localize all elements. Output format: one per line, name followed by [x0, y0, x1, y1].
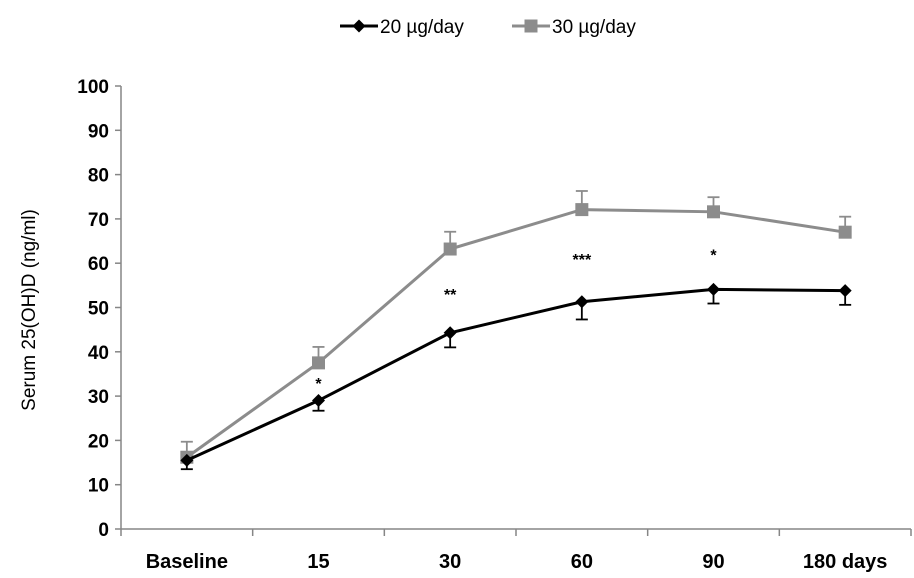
y-axis: 0 10 20 30 40 50 60 70 80 90 100 — [77, 77, 122, 541]
y-tick-label: 100 — [77, 77, 109, 98]
plot-area — [180, 190, 852, 471]
data-point — [180, 453, 194, 467]
x-tick-label: 180 days — [803, 551, 888, 573]
y-tick-label: 30 — [88, 387, 109, 408]
significance-marker: ** — [444, 287, 457, 304]
series-2 — [180, 190, 852, 464]
significance-marker: * — [710, 247, 717, 264]
x-tick-label: 90 — [702, 551, 724, 573]
x-axis: Baseline 15 30 60 90 180 days — [120, 528, 912, 573]
legend: 20 µg/day 30 µg/day — [340, 17, 636, 38]
series-line — [186, 287, 846, 462]
y-tick-label: 50 — [88, 299, 109, 320]
data-point — [575, 295, 589, 309]
data-point — [312, 356, 325, 370]
legend-label: 20 µg/day — [380, 17, 464, 38]
y-tick-label: 0 — [98, 520, 109, 541]
y-tick-label: 20 — [88, 431, 109, 452]
data-point — [443, 242, 457, 256]
y-tick-label: 60 — [88, 254, 109, 275]
data-point — [838, 225, 852, 239]
significance-marker: * — [315, 376, 322, 393]
data-point — [838, 284, 852, 298]
legend-label: 30 µg/day — [552, 17, 636, 38]
legend-marker — [352, 19, 366, 33]
x-tick-label: 15 — [307, 551, 329, 573]
x-tick-label: 60 — [571, 551, 593, 573]
y-tick-label: 90 — [88, 121, 109, 142]
legend-item-2: 30 µg/day — [512, 17, 636, 38]
legend-item-1: 20 µg/day — [340, 17, 464, 38]
y-tick-label: 10 — [88, 476, 109, 497]
data-point — [575, 203, 589, 217]
x-tick-label: 30 — [439, 551, 461, 573]
data-point — [312, 394, 325, 408]
y-tick-label: 40 — [88, 343, 109, 364]
y-tick-label: 80 — [88, 166, 109, 187]
data-point — [443, 326, 457, 340]
x-tick-label: Baseline — [146, 551, 228, 573]
significance-annotations: ****** * — [315, 247, 717, 392]
significance-marker: *** — [572, 252, 591, 269]
y-tick-label: 70 — [88, 210, 109, 231]
legend-marker — [524, 19, 538, 33]
y-axis-label: Serum 25(OH)D (ng/ml) — [19, 209, 40, 411]
series-line — [185, 208, 846, 459]
series-1 — [180, 282, 852, 471]
data-point — [707, 282, 720, 296]
data-point — [707, 205, 720, 219]
